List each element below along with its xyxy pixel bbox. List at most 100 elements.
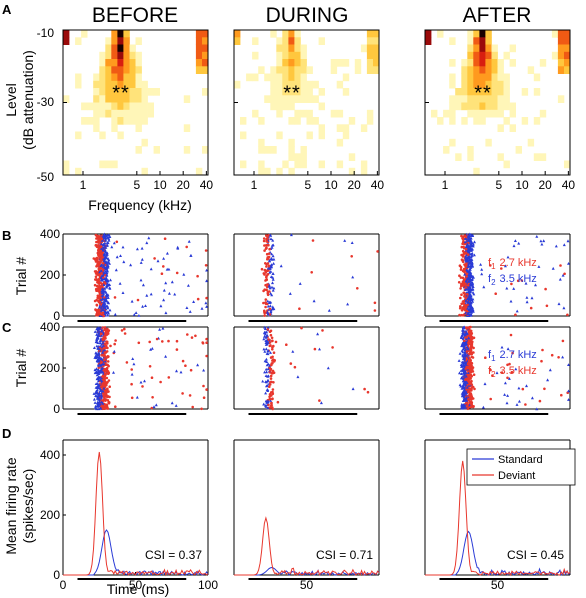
spike-dot-red xyxy=(459,276,463,279)
heatmap-cell xyxy=(342,124,350,132)
heatmap-cell xyxy=(129,73,136,82)
spike-dot-red xyxy=(458,274,461,278)
spike-dot-red xyxy=(267,338,271,341)
spike-tri-blue xyxy=(265,363,269,367)
spike-tri-blue xyxy=(463,404,467,408)
heatmap-cell xyxy=(195,37,203,45)
spike-tri-blue xyxy=(503,264,507,268)
heatmap-cell xyxy=(105,66,112,74)
spike-tri-blue xyxy=(99,264,103,267)
heatmap-cell xyxy=(294,153,301,161)
spike-dot-red xyxy=(270,402,273,405)
spike-tri-blue xyxy=(466,290,470,293)
heatmap-cell xyxy=(509,109,516,118)
spike-tri-blue xyxy=(135,247,139,251)
heatmap-cell xyxy=(258,146,265,154)
heatmap-cell xyxy=(336,59,344,67)
spike-tri-blue xyxy=(265,342,269,346)
spike-tri-blue xyxy=(467,336,471,340)
heatmap-cell xyxy=(123,88,130,96)
x-tick-label: 1 xyxy=(442,178,449,192)
heatmap-cell xyxy=(455,102,462,111)
spike-tri-blue xyxy=(462,346,466,349)
spike-tri-blue xyxy=(464,259,468,263)
panel-letter-c: C xyxy=(2,320,12,335)
spike-tri-blue xyxy=(105,251,109,255)
spike-dot-red xyxy=(465,357,469,361)
spike-dot-red xyxy=(107,379,111,382)
heatmap-cell xyxy=(467,146,474,154)
spike-dot-red xyxy=(97,312,100,315)
spike-dot-red xyxy=(461,236,464,240)
spike-dot-red xyxy=(465,401,468,404)
spike-tri-blue xyxy=(98,270,102,274)
spike-dot-red xyxy=(467,340,471,343)
spike-tri-blue xyxy=(467,256,471,259)
heatmap-cell xyxy=(93,109,100,118)
spike-tri-blue xyxy=(468,261,472,265)
heatmap-cell xyxy=(123,66,130,74)
heatmap-cell xyxy=(123,44,130,53)
spike-tri-blue xyxy=(270,307,274,311)
spike-dot-red xyxy=(109,344,112,348)
spike-tri-blue xyxy=(132,362,136,366)
heatmap-cell xyxy=(202,59,209,67)
heatmap-cell xyxy=(87,102,94,111)
spike-tri-blue xyxy=(105,294,109,297)
spike-tri-blue xyxy=(269,270,273,273)
spike-dot-red xyxy=(202,396,206,400)
heatmap-cell xyxy=(461,59,468,67)
heatmap-cell xyxy=(360,167,368,176)
heatmap-cell xyxy=(491,73,498,82)
title-during: DURING xyxy=(266,4,349,27)
heatmap-cell xyxy=(479,117,486,125)
heatmap-cell xyxy=(282,95,289,103)
spike-tri-blue xyxy=(351,275,355,279)
spike-tri-blue xyxy=(472,253,476,257)
spike-tri-blue xyxy=(98,402,102,406)
spike-tri-blue xyxy=(92,346,96,349)
heatmap-cell xyxy=(318,124,325,132)
heatmap-cell xyxy=(485,51,492,60)
spike-tri-blue xyxy=(101,402,105,405)
spike-tri-blue xyxy=(471,282,474,286)
heatmap-cell xyxy=(425,37,432,45)
heatmap-cell xyxy=(336,160,344,169)
x-tick-label: 10 xyxy=(153,178,167,192)
heatmap-cell xyxy=(183,124,191,132)
spike-dot-red xyxy=(151,396,154,399)
heatmap-cell xyxy=(473,167,480,176)
spike-tri-blue xyxy=(266,399,270,403)
spike-tri-blue xyxy=(269,237,273,241)
heatmap-cell xyxy=(557,59,565,67)
spike-tri-blue xyxy=(263,327,267,330)
spike-dot-red xyxy=(318,399,321,402)
spike-tri-blue xyxy=(467,267,471,271)
spike-dot-red xyxy=(467,397,471,401)
spike-dot-red xyxy=(465,388,468,391)
heatmap-cell xyxy=(282,66,289,74)
spike-tri-blue xyxy=(542,239,546,243)
x-tick-label: 10 xyxy=(324,178,338,192)
heatmap-cell xyxy=(117,88,124,96)
spike-tri-blue xyxy=(463,240,467,244)
spike-dot-red xyxy=(137,341,141,345)
spike-dot-red xyxy=(262,237,266,240)
heatmap-cell xyxy=(111,30,118,38)
spike-dot-red xyxy=(105,363,109,367)
spike-tri-blue xyxy=(112,371,115,374)
heatmap-cell xyxy=(276,109,283,118)
spike-tri-blue xyxy=(100,333,104,337)
heatmap-cell xyxy=(63,95,70,103)
spike-tri-blue xyxy=(462,342,466,346)
spike-dot-red xyxy=(185,245,188,249)
spike-tri-blue xyxy=(463,272,467,276)
heatmap-cell xyxy=(437,117,444,125)
heatmap-cell xyxy=(202,51,209,60)
heatmap-cell xyxy=(135,117,142,125)
spike-dot-red xyxy=(559,264,562,267)
spike-tri-blue xyxy=(468,293,472,297)
tuning-heatmap-during: * * 1 5 10 20 40 xyxy=(233,29,384,192)
spike-tri-blue xyxy=(108,283,112,286)
tuning-heatmap-before: * * 1 5 10 20 40 xyxy=(62,29,213,192)
